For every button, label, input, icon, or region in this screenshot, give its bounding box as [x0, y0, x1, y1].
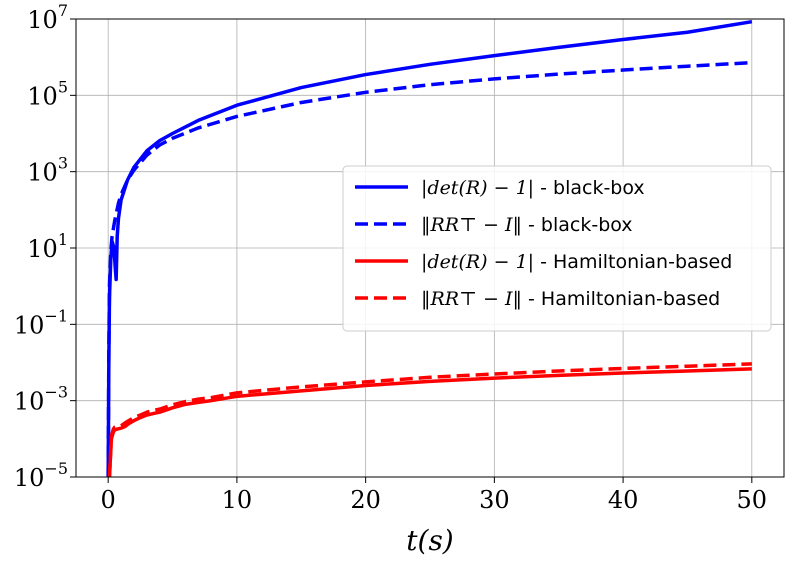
legend-math: ‖RR⊤ − I‖ — [421, 214, 522, 236]
y-tick-base: 10 — [27, 82, 58, 110]
legend-text: - black-box — [534, 177, 645, 199]
x-tick-label: 20 — [350, 486, 381, 514]
y-tick-exponent: −1 — [44, 306, 68, 325]
legend-text: - black-box — [522, 214, 633, 236]
series-line-4 — [107, 362, 752, 477]
y-tick-exponent: 5 — [58, 77, 68, 96]
y-tick-base: 10 — [27, 235, 58, 263]
x-tick-label: 30 — [479, 486, 510, 514]
x-tick-label: 0 — [101, 486, 116, 514]
y-tick-base: 10 — [14, 311, 45, 339]
y-tick-label: 10−5 — [14, 459, 68, 492]
y-tick-label: 103 — [27, 154, 68, 187]
series-line-2 — [106, 60, 752, 477]
legend-box — [342, 165, 772, 332]
x-tick-label: 10 — [222, 486, 253, 514]
y-tick-exponent: 3 — [58, 154, 68, 173]
y-tick-base: 10 — [27, 6, 58, 34]
y-tick-exponent: −3 — [44, 383, 68, 402]
y-tick-base: 10 — [14, 464, 45, 492]
series-line-3 — [107, 367, 752, 477]
y-tick-label: 105 — [27, 77, 68, 110]
legend: |det(R) − 1| - black-box‖RR⊤ − I‖ - blac… — [342, 165, 772, 332]
series-lines — [106, 19, 753, 477]
legend-entry-3: |det(R) − 1| - Hamiltonian-based — [421, 251, 732, 273]
y-tick-label: 101 — [27, 230, 68, 263]
legend-math: ‖RR⊤ − I‖ — [421, 288, 522, 310]
y-tick-exponent: 7 — [58, 1, 68, 20]
y-tick-label: 10−1 — [14, 306, 68, 339]
y-tick-exponent: −5 — [44, 459, 68, 478]
x-tick-label: 40 — [608, 486, 639, 514]
y-tick-base: 10 — [27, 159, 58, 187]
y-tick-label: 107 — [27, 1, 68, 34]
legend-math: |det(R) − 1| — [421, 177, 534, 199]
legend-entry-1: |det(R) − 1| - black-box — [421, 177, 645, 199]
legend-entry-2: ‖RR⊤ − I‖ - black-box — [421, 214, 633, 236]
y-tick-exponent: 1 — [58, 230, 68, 249]
legend-entry-4: ‖RR⊤ − I‖ - Hamiltonian-based — [421, 288, 720, 310]
legend-math: |det(R) − 1| — [421, 251, 534, 273]
legend-text: - Hamiltonian-based — [522, 288, 720, 310]
x-axis-label: t(s) — [406, 524, 453, 557]
x-axis-ticks: 0 10 20 30 40 50 — [101, 477, 768, 514]
legend-text: - Hamiltonian-based — [534, 251, 732, 273]
y-tick-base: 10 — [14, 388, 45, 416]
x-tick-label: 50 — [737, 486, 768, 514]
y-tick-label: 10−3 — [14, 383, 68, 416]
